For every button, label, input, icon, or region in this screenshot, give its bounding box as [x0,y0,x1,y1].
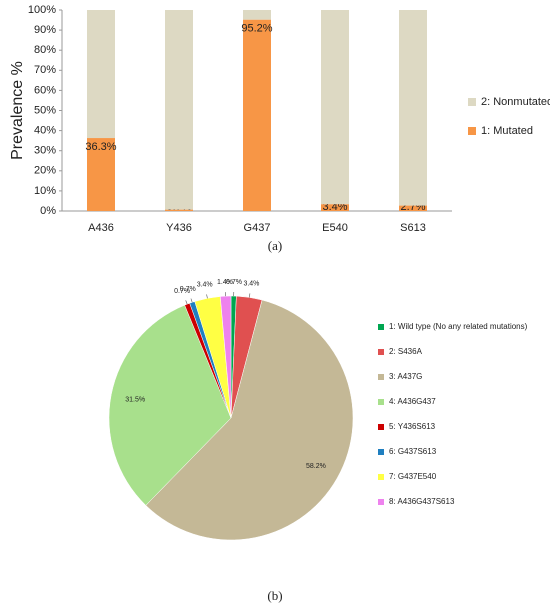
legend-label: 2: S436A [389,347,422,356]
legend-swatch [378,449,384,455]
leader-line [190,298,193,303]
legend-swatch [378,499,384,505]
data-label: 36.3% [85,141,116,153]
bar-segment [165,10,193,210]
bar-segment [243,10,271,20]
y-tick-label: 0% [40,205,56,217]
pie-slice [145,299,354,541]
legend-item: 1: Wild type (No any related mutations) [378,322,543,347]
y-tick-label: 50% [34,104,56,116]
legend-label: 1: Mutated [481,125,533,137]
legend-label: 6: G437S613 [389,447,437,456]
legend-swatch [468,127,476,135]
legend-swatch [378,324,384,330]
legend-label: 3: A437G [389,372,423,381]
y-tick-label: 10% [34,185,56,197]
legend-label: 1: Wild type (No any related mutations) [389,322,528,331]
legend-item: 3: A437G [378,372,543,397]
y-tick-label: 70% [34,64,56,76]
y-tick-label: 100% [28,4,56,16]
legend-label: 4: A436G437 [389,397,436,406]
leader-line [249,293,251,298]
bar-segment [321,10,349,205]
data-label: 3.4% [197,281,213,288]
bar-segment [165,209,193,211]
legend-swatch [378,399,384,405]
bar-segment [399,205,427,211]
pie-slice [220,295,232,419]
data-label: 31.5% [125,396,145,403]
legend-label: 8: A436G437S613 [389,497,455,506]
y-tick-label: 20% [34,165,56,177]
x-tick-label: Y436 [166,222,192,234]
x-tick-label: G437 [244,222,271,234]
y-tick-label: 60% [34,84,56,96]
y-tick-label: 80% [34,44,56,56]
caption: (a) [268,238,282,253]
legend-item: 8: A436G437S613 [378,497,543,522]
bar-segment [243,19,271,212]
legend-item: 5: Y436S613 [378,422,543,447]
caption: (b) [267,588,282,603]
bar-segment [321,204,349,211]
legend-swatch [378,374,384,380]
legend-item: 2: S436A [378,347,543,372]
leader-line [185,300,188,305]
data-label: 3.4% [243,280,259,287]
x-tick-label: A436 [88,222,114,234]
legend-item: 7: G437E540 [378,472,543,497]
data-label: 95.2% [241,23,272,35]
bar-segment [399,10,427,206]
data-label: 0.7% [180,286,196,293]
legend-swatch [378,474,384,480]
data-label: 58.2% [306,463,326,470]
pie-legend: 1: Wild type (No any related mutations) 2… [378,322,543,522]
legend-item: 6: G437S613 [378,447,543,472]
leader-line [206,294,208,299]
data-label: 1.4% [217,279,233,286]
legend-swatch [468,98,476,106]
y-tick-label: 90% [34,24,56,36]
y-tick-label: 40% [34,125,56,137]
legend-swatch [378,424,384,430]
data-label: 0.7% [174,288,190,295]
legend-label: 5: Y436S613 [389,422,436,431]
legend-item: 4: A436G437 [378,397,543,422]
y-tick-label: 30% [34,145,56,157]
x-tick-label: E540 [322,222,348,234]
y-axis-label: Prevalence % [9,61,26,160]
legend-label: 2: Nonmutated [481,96,550,108]
x-tick-label: S613 [400,222,426,234]
pie-slice [108,304,232,506]
legend-label: 7: G437E540 [389,472,437,481]
data-label: 0.7% [226,279,242,286]
bar-segment [87,10,115,139]
legend-swatch [378,349,384,355]
bar-segment [87,138,115,211]
